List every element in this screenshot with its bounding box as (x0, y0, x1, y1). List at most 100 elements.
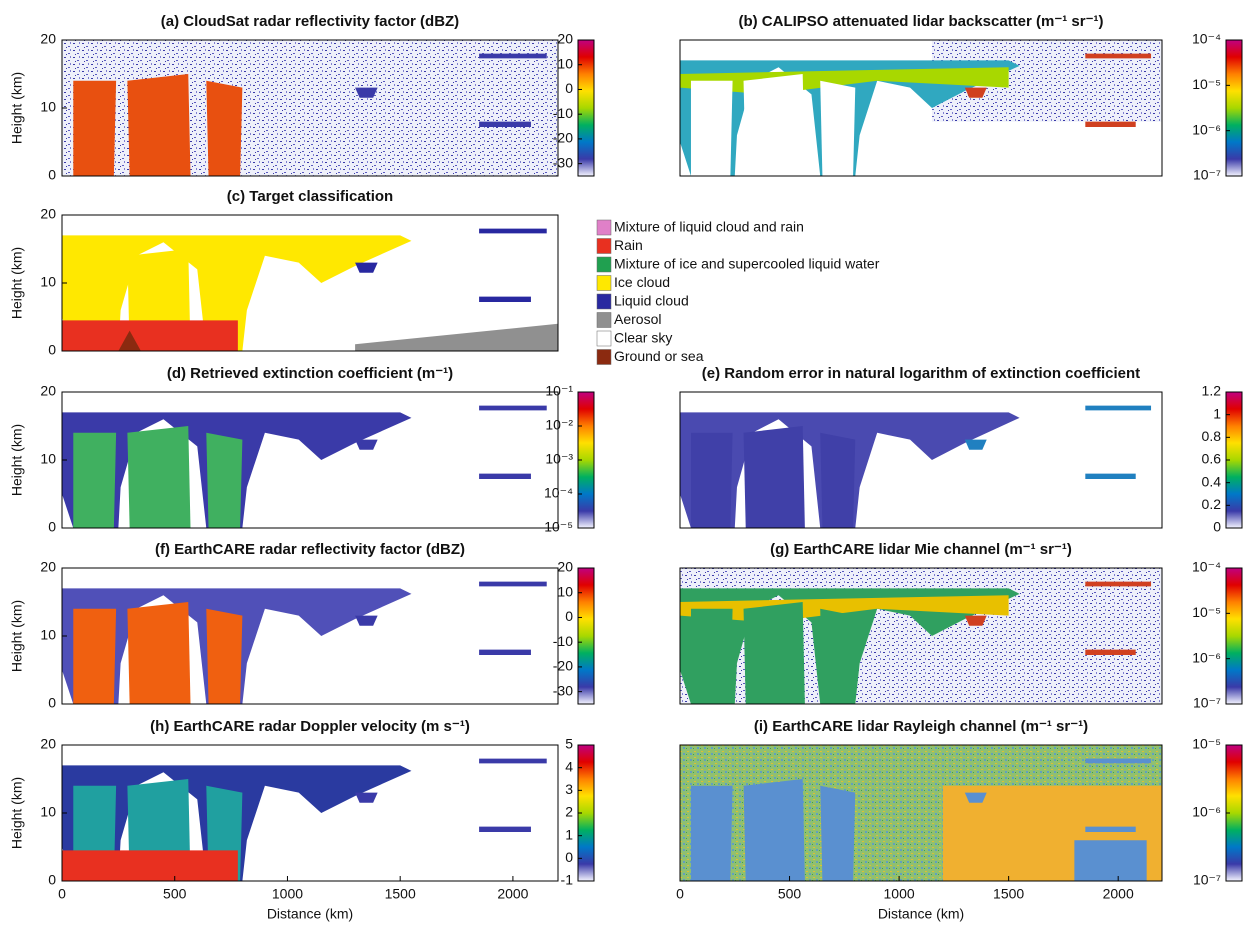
colorbar-tick-label: 0 (1213, 519, 1221, 535)
colorbar-tick-label: 2 (565, 804, 573, 820)
colorbar-tick-label: 0.2 (1202, 496, 1222, 512)
y-axis-label: Height (km) (9, 72, 25, 144)
colorbar-tick-label: 10⁻⁷ (1193, 167, 1221, 183)
y-axis-label: Height (km) (9, 247, 25, 319)
panel: (f) EarthCARE radar reflectivity factor … (9, 541, 595, 711)
cloud-core (690, 432, 733, 528)
cloud-core (73, 80, 117, 176)
legend-swatch (596, 293, 612, 310)
plot-image (62, 392, 558, 528)
panel-title: (e) Random error in natural logarithm of… (702, 365, 1140, 382)
panel: (a) CloudSat radar reflectivity factor (… (9, 13, 595, 183)
y-tick-label: 10 (40, 627, 56, 643)
colorbar (1225, 39, 1243, 177)
cloud-core (743, 74, 805, 176)
plot-frame (679, 744, 1163, 882)
legend-swatch (596, 238, 612, 254)
small-cloud (1085, 758, 1152, 764)
cloud-core (690, 80, 733, 176)
x-axis-label: Distance (km) (878, 906, 964, 922)
cloud-core (73, 608, 117, 704)
x-axis-label: Distance (km) (267, 906, 353, 922)
x-tick-label: 1000 (884, 886, 915, 902)
cloud-core (820, 785, 856, 881)
colorbar (577, 567, 595, 705)
colorbar-tick-label: 20 (557, 559, 573, 575)
plot-image (62, 568, 558, 704)
x-tick-label: 1000 (272, 886, 303, 902)
colorbar-tick-label: 0.8 (1202, 428, 1222, 444)
panel: (g) EarthCARE lidar Mie channel (m⁻¹ sr⁻… (679, 541, 1243, 711)
y-tick-label: 10 (40, 99, 56, 115)
colorbar-tick-label: 10⁻⁵ (1192, 736, 1221, 752)
colorbar-tick-label: 10⁻⁴ (1192, 31, 1221, 47)
colorbar-tick-label: 10⁻⁶ (1192, 804, 1221, 820)
panel-title: (a) CloudSat radar reflectivity factor (… (161, 13, 459, 30)
legend-label: Ice cloud (614, 274, 670, 290)
panel-title: (d) Retrieved extinction coefficient (m⁻… (167, 365, 453, 382)
y-tick-label: 0 (48, 167, 56, 183)
small-cloud (355, 87, 378, 98)
ground-region (118, 330, 141, 351)
x-tick-label: 0 (676, 886, 684, 902)
small-cloud (479, 473, 531, 480)
y-tick-label: 10 (40, 274, 56, 290)
colorbar-tick-label: 3 (565, 781, 573, 797)
colorbar-tick-label: 0 (565, 608, 573, 624)
small-cloud (1085, 405, 1152, 411)
plot-image (62, 745, 558, 881)
rain-region (62, 320, 238, 351)
legend-swatch (596, 275, 612, 291)
panel: (d) Retrieved extinction coefficient (m⁻… (9, 365, 595, 535)
colorbar-tick-label: 10⁻⁶ (1192, 649, 1221, 665)
small-cloud (1085, 473, 1136, 480)
colorbar-tick-label: -20 (553, 130, 573, 146)
colorbar-tick-label: -20 (553, 658, 573, 674)
small-cloud (355, 792, 378, 803)
plot-frame (679, 567, 1163, 705)
colorbar-tick-label: -10 (553, 633, 573, 649)
y-tick-label: 20 (40, 383, 56, 399)
panel: (i) EarthCARE lidar Rayleigh channel (m⁻… (676, 718, 1243, 922)
y-tick-label: 0 (48, 519, 56, 535)
small-cloud (355, 439, 378, 450)
colorbar-tick-label: 4 (565, 758, 573, 774)
plot-image (62, 215, 558, 351)
aerosol-region (355, 323, 558, 351)
colorbar-tick-label: 5 (565, 736, 573, 752)
y-tick-label: 10 (40, 451, 56, 467)
rain-region (62, 850, 238, 881)
small-cloud (479, 53, 547, 59)
colorbar-tick-label: -30 (553, 682, 573, 698)
x-tick-label: 2000 (1103, 886, 1134, 902)
plot-frame (679, 39, 1163, 177)
plot-image (680, 745, 1162, 881)
panel-title: (c) Target classification (227, 188, 393, 205)
y-tick-label: 20 (40, 31, 56, 47)
y-tick-label: 0 (48, 342, 56, 358)
y-axis-label: Height (km) (9, 600, 25, 672)
colorbar (1225, 567, 1243, 705)
colorbar-tick-label: 10⁻¹ (545, 383, 573, 399)
cloud-core (820, 80, 856, 176)
small-cloud (479, 405, 547, 411)
panel-title: (f) EarthCARE radar reflectivity factor … (155, 541, 465, 558)
x-tick-label: 500 (163, 886, 187, 902)
panel: (c) Target classification Height (km) 0 10 2… (9, 188, 880, 365)
colorbar-tick-label: 10⁻⁵ (1192, 604, 1221, 620)
panel-title: (h) EarthCARE radar Doppler velocity (m … (150, 718, 470, 735)
cloud-core (743, 779, 805, 881)
legend-label: Aerosol (614, 311, 661, 327)
small-cloud (1085, 53, 1152, 59)
small-cloud (479, 826, 531, 833)
y-axis-label: Height (km) (9, 777, 25, 849)
colorbar-tick-label: -10 (553, 105, 573, 121)
x-tick-label: 1500 (993, 886, 1024, 902)
colorbar-tick-label: 1 (565, 826, 573, 842)
legend-label: Mixture of liquid cloud and rain (614, 219, 804, 235)
small-cloud (479, 649, 531, 656)
legend-label: Rain (614, 237, 643, 253)
colorbar-tick-label: 10 (557, 55, 573, 71)
small-cloud (479, 121, 531, 128)
plot-image (680, 568, 1162, 704)
